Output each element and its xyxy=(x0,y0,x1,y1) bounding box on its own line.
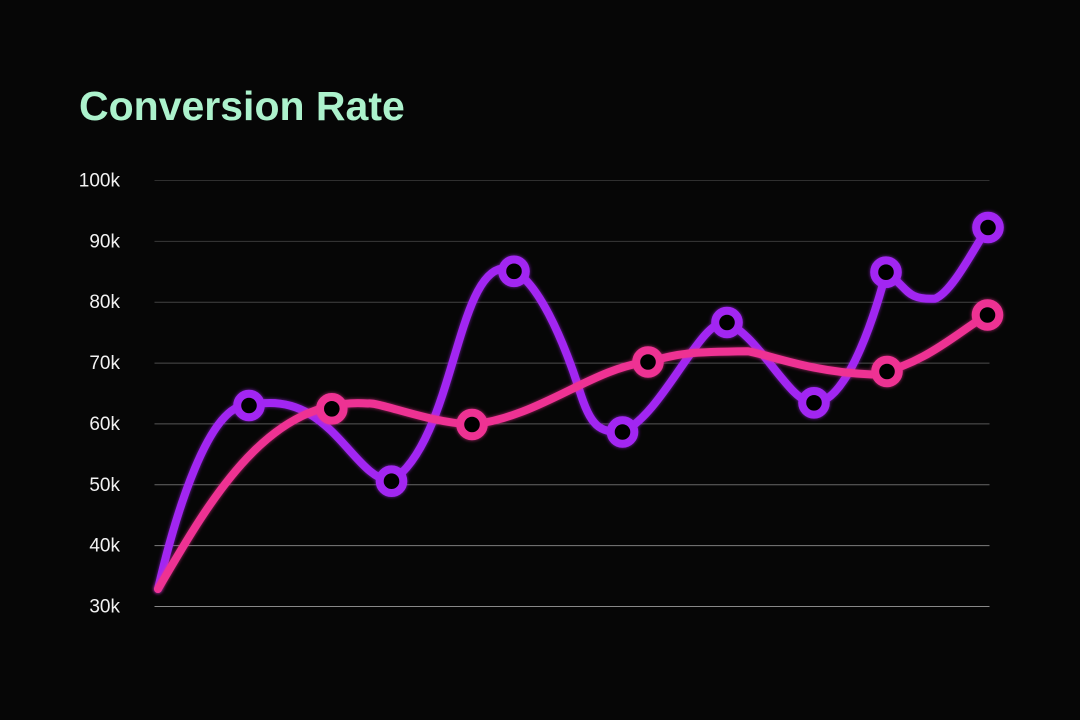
svg-text:50k: 50k xyxy=(89,475,120,496)
svg-text:100k: 100k xyxy=(79,171,121,192)
svg-text:70k: 70k xyxy=(89,353,120,374)
svg-text:40k: 40k xyxy=(89,536,120,557)
svg-text:60k: 60k xyxy=(89,414,120,435)
svg-text:Conversion Rate: Conversion Rate xyxy=(79,83,405,129)
svg-text:30k: 30k xyxy=(89,597,120,618)
svg-text:80k: 80k xyxy=(89,292,120,313)
svg-text:90k: 90k xyxy=(89,231,120,252)
